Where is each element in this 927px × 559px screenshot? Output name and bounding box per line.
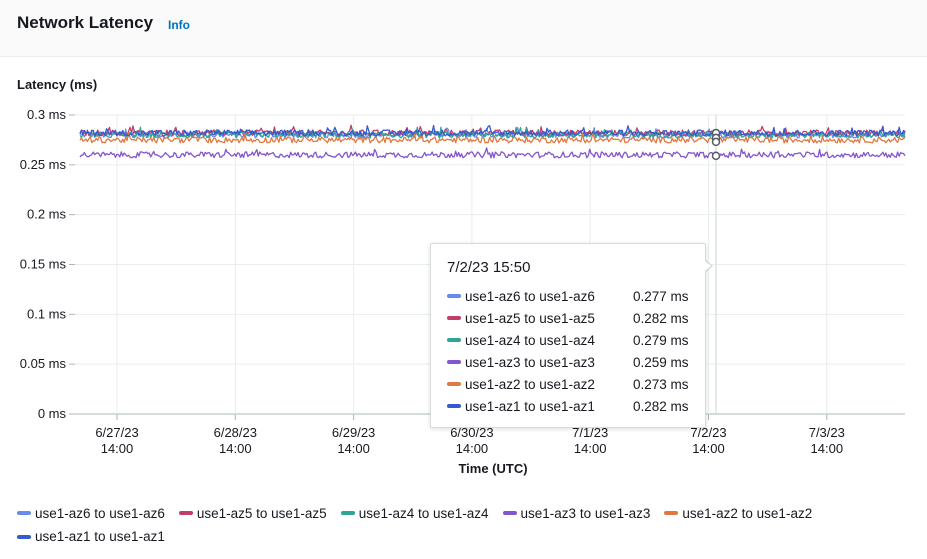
y-tick-label: 0.3 ms [27,107,67,122]
legend-label: use1-az2 to use1-az2 [682,505,813,521]
x-axis-title: Time (UTC) [458,461,528,476]
tooltip-series-name: use1-az1 to use1-az1 [465,398,595,414]
x-tick-time: 14:00 [337,441,370,456]
x-tick-time: 14:00 [692,441,725,456]
tooltip-value: 0.282 ms [633,310,689,326]
tooltip-swatch [447,382,461,386]
x-tick-time: 14:00 [219,441,252,456]
legend-label: use1-az5 to use1-az5 [196,505,327,521]
y-tick-label: 0.15 ms [20,257,67,272]
x-tick-date: 7/2/23 [690,425,726,440]
panel-header: Network Latency Info [0,0,927,57]
x-tick-date: 7/1/23 [572,425,608,440]
tooltip-value: 0.273 ms [633,376,689,392]
legend-swatch [502,511,517,515]
info-link[interactable]: Info [168,18,190,32]
y-tick-label: 0.1 ms [27,306,67,321]
x-tick-time: 14:00 [811,441,844,456]
tooltip-value: 0.259 ms [633,354,689,370]
x-tick-date: 7/3/23 [809,425,845,440]
legend-label: use1-az1 to use1-az1 [35,529,165,544]
latency-chart[interactable]: 0 ms 0.05 ms 0.1 ms 0.15 ms 0.2 ms 0.25 ms 0.3… [0,95,927,460]
chart-legend: use1-az6 to use1-az6 use1-az5 to use1-az5… [17,500,917,547]
panel-title: Network Latency [17,13,154,32]
legend-label: use1-az4 to use1-az4 [358,505,489,521]
tooltip-row: use1-az2 to use1-az2 0.273 ms [447,374,691,394]
tooltip-swatch [447,294,461,298]
x-tick-time: 14:00 [456,441,489,456]
x-tick-date: 6/29/23 [332,425,375,440]
hover-marker [711,151,721,161]
tooltip-value: 0.279 ms [633,332,689,348]
y-tick-label: 0.2 ms [27,207,67,222]
tooltip-title: 7/2/23 15:50 [447,259,531,276]
series-line-4 [79,147,906,159]
legend-label: use1-az3 to use1-az3 [520,505,651,521]
legend-item[interactable]: use1-az2 to use1-az2 [664,503,812,524]
y-tick-label: 0.25 ms [20,157,67,172]
legend-item[interactable]: use1-az1 to use1-az1 [17,526,165,547]
tooltip-swatch [447,404,461,408]
tooltip-row: use1-az3 to use1-az3 0.259 ms [447,352,691,372]
tooltip-row: use1-az6 to use1-az6 0.277 ms [447,286,691,306]
tooltip-swatch [447,360,461,364]
x-tick-date: 6/30/23 [450,425,493,440]
legend-item[interactable]: use1-az3 to use1-az3 [502,503,651,524]
tooltip-swatch [447,316,461,320]
tooltip-series-name: use1-az5 to use1-az5 [465,310,595,326]
y-tick-label: 0.05 ms [20,356,67,371]
series-line-5 [79,131,906,144]
legend-swatch [178,511,193,515]
legend-swatch [17,534,31,539]
tooltip-value: 0.282 ms [633,398,689,414]
legend-item[interactable]: use1-az4 to use1-az4 [340,503,489,524]
tooltip-swatch [447,338,461,342]
legend-swatch [664,511,679,515]
x-tick-date: 6/27/23 [95,425,138,440]
series-line-6 [79,124,906,137]
y-axis-title: Latency (ms) [17,77,98,92]
tooltip-pointer-inner [704,260,711,272]
tooltip-row: use1-az1 to use1-az1 0.282 ms [447,396,691,416]
tooltip-series-name: use1-az4 to use1-az4 [465,332,595,348]
tooltip-series-name: use1-az3 to use1-az3 [465,354,595,370]
tooltip-value: 0.277 ms [633,288,689,304]
tooltip-series-name: use1-az2 to use1-az2 [465,376,595,392]
y-tick-label: 0 ms [38,406,67,421]
tooltip-row: use1-az4 to use1-az4 0.279 ms [447,330,691,350]
tooltip-row: use1-az5 to use1-az5 0.282 ms [447,308,691,328]
legend-item[interactable]: use1-az5 to use1-az5 [178,503,327,524]
hover-marker [711,137,721,147]
tooltip-series-name: use1-az6 to use1-az6 [465,288,595,304]
x-tick-time: 14:00 [574,441,607,456]
legend-item[interactable]: use1-az6 to use1-az6 [17,503,165,524]
legend-swatch [17,511,31,515]
legend-swatch [340,511,355,515]
x-tick-time: 14:00 [101,441,134,456]
chart-tooltip: 7/2/23 15:50 use1-az6 to use1-az6 0.277 m… [430,243,706,428]
x-tick-date: 6/28/23 [214,425,257,440]
legend-label: use1-az6 to use1-az6 [35,505,165,521]
